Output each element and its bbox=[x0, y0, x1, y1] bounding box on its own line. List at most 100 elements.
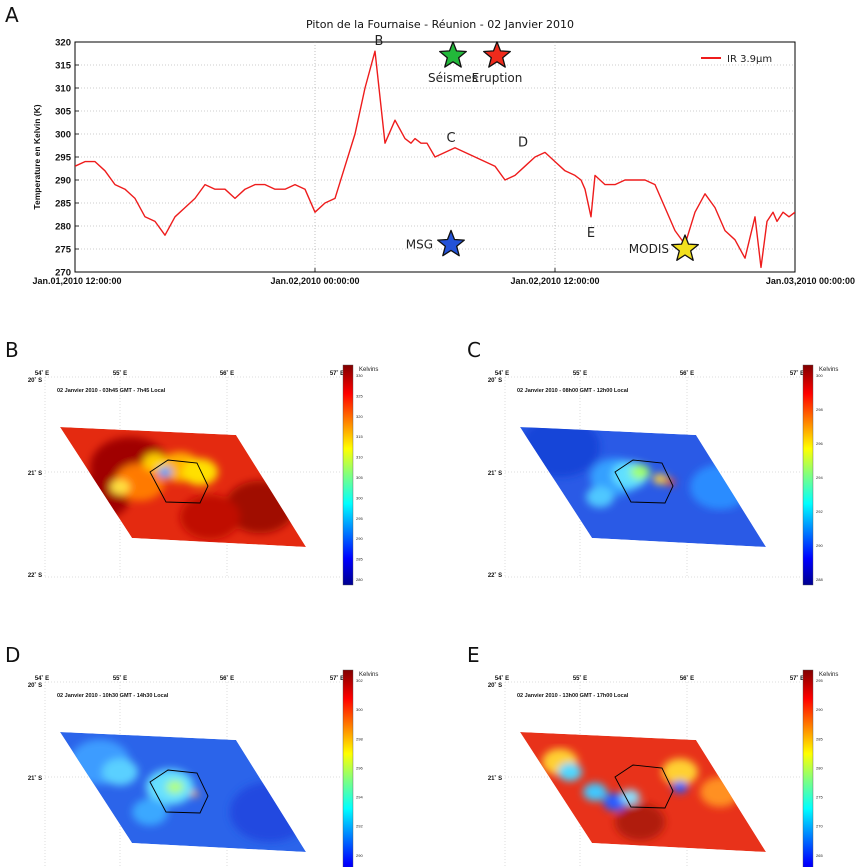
map-patch bbox=[653, 473, 667, 485]
lon-label: 56˚ E bbox=[680, 675, 694, 682]
colorbar-label: 280 bbox=[356, 577, 363, 582]
map-title: 02 Janvier 2010 - 08h00 GMT - 12h00 Loca… bbox=[517, 388, 629, 394]
colorbar-label: 296 bbox=[816, 441, 823, 446]
y-tick-label: 295 bbox=[55, 153, 72, 164]
lon-label: 57˚ E bbox=[330, 675, 344, 682]
panel-letter-c: C bbox=[467, 338, 481, 362]
lon-label: 54˚ E bbox=[495, 675, 509, 682]
map-patch bbox=[166, 780, 184, 794]
y-tick-label: 285 bbox=[55, 199, 72, 210]
map-data-area bbox=[520, 732, 766, 852]
crater-outline bbox=[614, 764, 674, 809]
lon-label: 56˚ E bbox=[680, 370, 694, 377]
colorbar-label: 320 bbox=[356, 414, 363, 419]
map-patch bbox=[182, 458, 218, 486]
x-tick-label: Jan.02,2010 12:00:00 bbox=[510, 276, 599, 286]
map-data-area bbox=[60, 732, 306, 852]
lon-label: 55˚ E bbox=[573, 370, 587, 377]
lat-label: 20˚ S bbox=[488, 682, 502, 689]
lat-label: 20˚ S bbox=[28, 377, 42, 384]
colorbar-label: 290 bbox=[816, 707, 823, 712]
crater-outline bbox=[149, 459, 209, 504]
map-patch bbox=[180, 494, 240, 540]
star-marker-sismes bbox=[439, 41, 467, 68]
y-tick-label: 275 bbox=[55, 245, 72, 256]
map-patch bbox=[586, 486, 614, 508]
lat-label: 21˚ S bbox=[488, 470, 502, 477]
colorbar bbox=[802, 364, 814, 586]
x-tick-label: Jan.01,2010 12:00:00 bbox=[32, 276, 121, 286]
colorbar-label: 292 bbox=[356, 824, 363, 829]
lat-label: 20˚ S bbox=[488, 377, 502, 384]
grid-lines bbox=[75, 42, 795, 272]
lon-label: 56˚ E bbox=[220, 370, 234, 377]
y-tick-label: 280 bbox=[55, 222, 71, 233]
annotation-letter: B bbox=[375, 34, 384, 49]
y-tick-label: 320 bbox=[55, 38, 71, 49]
map-title: 02 Janvier 2010 - 10h30 GMT - 14h30 Loca… bbox=[57, 693, 169, 699]
lon-label: 57˚ E bbox=[790, 675, 804, 682]
panel-letter-e: E bbox=[467, 643, 480, 667]
colorbar bbox=[342, 669, 354, 867]
lat-label: 22˚ S bbox=[488, 572, 502, 579]
annotation-label: Eruption bbox=[472, 71, 523, 85]
colorbar-label: 265 bbox=[816, 853, 823, 858]
map-patch bbox=[672, 781, 688, 793]
annotation-label: MODIS bbox=[629, 242, 669, 256]
star-marker-msg bbox=[437, 229, 465, 257]
map-patch bbox=[191, 791, 199, 797]
map-data-area bbox=[60, 427, 306, 547]
y-axis-label: Temperature en Kelvin (K) bbox=[32, 104, 42, 209]
colorbar-label: 295 bbox=[356, 516, 363, 521]
map-data-area bbox=[520, 427, 766, 547]
colorbar-label: 292 bbox=[816, 509, 823, 514]
map-patch bbox=[700, 777, 740, 807]
map-patch bbox=[630, 464, 650, 480]
annotation-label: MSG bbox=[406, 237, 433, 251]
map-patch bbox=[620, 789, 640, 805]
y-tick-label: 305 bbox=[55, 107, 72, 118]
map-patch bbox=[132, 798, 168, 826]
colorbar-label: 294 bbox=[816, 475, 823, 480]
chart-title: Piton de la Fournaise - Réunion - 02 Jan… bbox=[306, 18, 574, 31]
colorbar-label: 298 bbox=[356, 736, 363, 741]
lat-label: 20˚ S bbox=[28, 682, 42, 689]
colorbar-label: 270 bbox=[816, 824, 823, 829]
lat-label: 21˚ S bbox=[488, 775, 502, 782]
map-patch bbox=[143, 453, 167, 471]
y-tick-label: 290 bbox=[55, 176, 71, 187]
map-patch bbox=[583, 783, 607, 801]
colorbar-label: 310 bbox=[356, 455, 363, 460]
colorbar-label: 300 bbox=[356, 707, 363, 712]
annotation-letter: D bbox=[518, 135, 528, 150]
colorbar bbox=[802, 669, 814, 867]
colorbar-title: Kelvins bbox=[359, 367, 378, 373]
map-patches bbox=[70, 739, 306, 842]
crater-outline bbox=[149, 769, 209, 814]
colorbar-label: 295 bbox=[816, 678, 823, 683]
star-marker-modis bbox=[671, 234, 699, 261]
map-patch bbox=[558, 763, 582, 781]
colorbar-title: Kelvins bbox=[819, 367, 838, 373]
map-title: 02 Janvier 2010 - 03h45 GMT - 7h45 Local bbox=[57, 388, 166, 394]
annotation-label: Séismes bbox=[428, 71, 478, 85]
colorbar-label: 296 bbox=[356, 765, 363, 770]
lon-label: 54˚ E bbox=[35, 675, 49, 682]
colorbar-label: 298 bbox=[816, 407, 823, 412]
star-marker-eruption bbox=[483, 41, 511, 68]
y-tick-label: 315 bbox=[55, 61, 72, 72]
series-line-ir bbox=[75, 50, 795, 269]
colorbar-label: 285 bbox=[356, 557, 363, 562]
colorbar-label: 290 bbox=[816, 543, 823, 548]
legend-label: IR 3.9μm bbox=[727, 54, 772, 65]
colorbar bbox=[342, 364, 354, 586]
colorbar-label: 280 bbox=[816, 765, 823, 770]
lon-label: 54˚ E bbox=[495, 370, 509, 377]
colorbar-label: 300 bbox=[816, 373, 823, 378]
map-title: 02 Janvier 2010 - 13h00 GMT - 17h00 Loca… bbox=[517, 693, 629, 699]
y-tick-label: 300 bbox=[55, 130, 71, 141]
map-patch bbox=[690, 464, 750, 510]
colorbar-label: 290 bbox=[356, 536, 363, 541]
